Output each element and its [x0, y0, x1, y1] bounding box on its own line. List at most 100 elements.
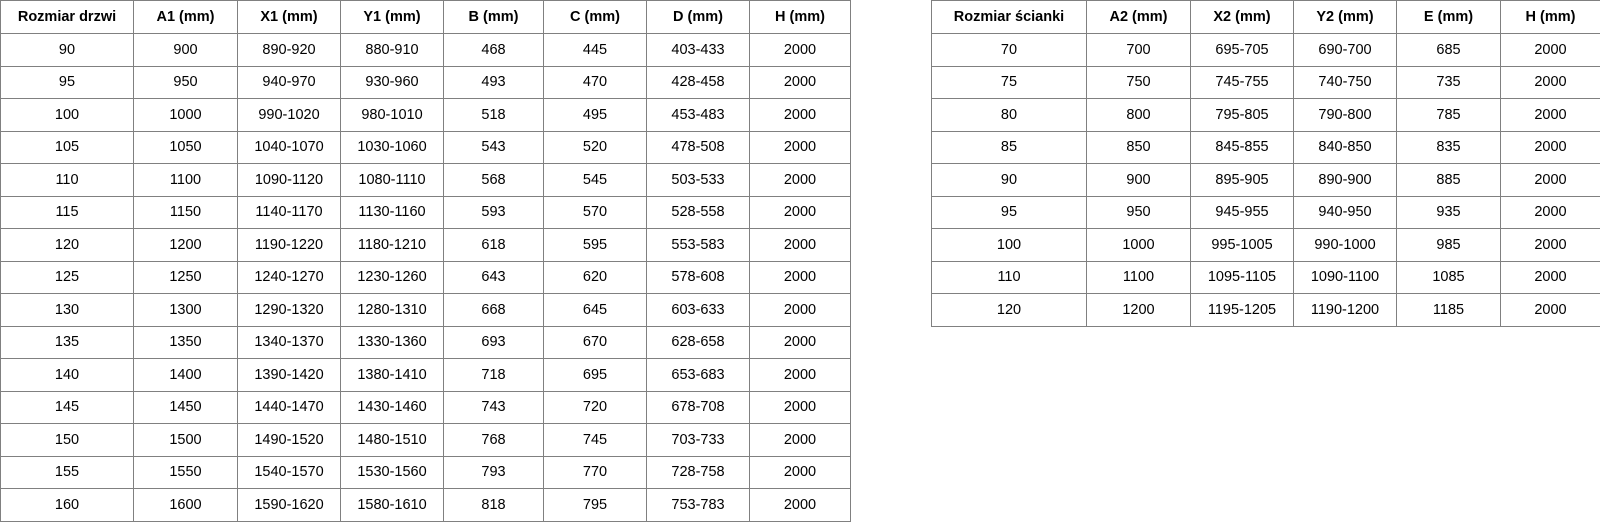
table-cell-r8-c5: 645	[544, 294, 647, 327]
table-cell-r0-c1: 700	[1087, 34, 1191, 67]
table-cell-r7-c2: 1240-1270	[238, 261, 341, 294]
table-cell-r1-c0: 95	[1, 66, 134, 99]
table-cell-r3-c6: 478-508	[647, 131, 750, 164]
table-cell-r6-c3: 1180-1210	[341, 229, 444, 262]
table-cell-r8-c2: 1195-1205	[1191, 294, 1294, 327]
table-cell-r2-c0: 80	[932, 99, 1087, 132]
table-cell-r8-c4: 668	[444, 294, 544, 327]
table-cell-r2-c1: 1000	[134, 99, 238, 132]
table-cell-r7-c1: 1250	[134, 261, 238, 294]
table-cell-r2-c1: 800	[1087, 99, 1191, 132]
table-cell-r8-c3: 1280-1310	[341, 294, 444, 327]
table-cell-r6-c2: 1190-1220	[238, 229, 341, 262]
table-cell-r7-c4: 1085	[1397, 261, 1501, 294]
table-cell-r6-c0: 120	[1, 229, 134, 262]
table-cell-r3-c1: 1050	[134, 131, 238, 164]
table-cell-r5-c3: 940-950	[1294, 196, 1397, 229]
table-cell-r10-c5: 695	[544, 359, 647, 392]
table-cell-r9-c2: 1340-1370	[238, 326, 341, 359]
table-cell-r3-c0: 85	[932, 131, 1087, 164]
table-cell-r6-c1: 1000	[1087, 229, 1191, 262]
table-cell-r9-c6: 628-658	[647, 326, 750, 359]
table-cell-r6-c7: 2000	[750, 229, 851, 262]
table-cell-r6-c4: 618	[444, 229, 544, 262]
table-cell-r5-c4: 935	[1397, 196, 1501, 229]
table-cell-r9-c0: 135	[1, 326, 134, 359]
table-cell-r2-c5: 495	[544, 99, 647, 132]
table-cell-r6-c1: 1200	[134, 229, 238, 262]
table-cell-r4-c3: 890-900	[1294, 164, 1397, 197]
table-cell-r14-c6: 753-783	[647, 489, 750, 522]
table-cell-r4-c7: 2000	[750, 164, 851, 197]
table-cell-r0-c5: 2000	[1501, 34, 1600, 67]
table-cell-r4-c2: 895-905	[1191, 164, 1294, 197]
column-header-1: A2 (mm)	[1087, 1, 1191, 34]
table-cell-r7-c5: 620	[544, 261, 647, 294]
table-cell-r14-c7: 2000	[750, 489, 851, 522]
table-cell-r7-c7: 2000	[750, 261, 851, 294]
table-cell-r7-c1: 1100	[1087, 261, 1191, 294]
table-cell-r10-c4: 718	[444, 359, 544, 392]
column-header-7: H (mm)	[750, 1, 851, 34]
table-cell-r4-c4: 885	[1397, 164, 1501, 197]
table-cell-r3-c2: 845-855	[1191, 131, 1294, 164]
table-cell-r9-c3: 1330-1360	[341, 326, 444, 359]
table-cell-r12-c6: 703-733	[647, 424, 750, 457]
table-cell-r0-c6: 403-433	[647, 34, 750, 67]
table-cell-r9-c7: 2000	[750, 326, 851, 359]
table-cell-r9-c4: 693	[444, 326, 544, 359]
table-cell-r0-c2: 890-920	[238, 34, 341, 67]
table-cell-r8-c6: 603-633	[647, 294, 750, 327]
table-cell-r14-c2: 1590-1620	[238, 489, 341, 522]
table-cell-r3-c4: 543	[444, 131, 544, 164]
table-cell-r2-c6: 453-483	[647, 99, 750, 132]
table-cell-r4-c5: 545	[544, 164, 647, 197]
table-cell-r10-c1: 1400	[134, 359, 238, 392]
table-cell-r1-c7: 2000	[750, 66, 851, 99]
table-cell-r8-c1: 1200	[1087, 294, 1191, 327]
column-header-2: X1 (mm)	[238, 1, 341, 34]
table-cell-r12-c1: 1500	[134, 424, 238, 457]
table-cell-r13-c2: 1540-1570	[238, 456, 341, 489]
table-cell-r9-c5: 670	[544, 326, 647, 359]
table-cell-r5-c2: 945-955	[1191, 196, 1294, 229]
table-cell-r1-c1: 750	[1087, 66, 1191, 99]
column-header-5: C (mm)	[544, 1, 647, 34]
table-cell-r13-c5: 770	[544, 456, 647, 489]
table-cell-r8-c7: 2000	[750, 294, 851, 327]
table-cell-r11-c6: 678-708	[647, 391, 750, 424]
table-cell-r4-c5: 2000	[1501, 164, 1600, 197]
table-cell-r3-c1: 850	[1087, 131, 1191, 164]
table-cell-r1-c5: 2000	[1501, 66, 1600, 99]
table-cell-r2-c3: 790-800	[1294, 99, 1397, 132]
table-cell-r0-c2: 695-705	[1191, 34, 1294, 67]
column-header-4: E (mm)	[1397, 1, 1501, 34]
table-cell-r4-c4: 568	[444, 164, 544, 197]
table-cell-r11-c0: 145	[1, 391, 134, 424]
table-cell-r5-c1: 950	[1087, 196, 1191, 229]
table-cell-r13-c3: 1530-1560	[341, 456, 444, 489]
table-cell-r6-c4: 985	[1397, 229, 1501, 262]
table-cell-r10-c2: 1390-1420	[238, 359, 341, 392]
table-cell-r14-c5: 795	[544, 489, 647, 522]
table-cell-r2-c0: 100	[1, 99, 134, 132]
table-cell-r10-c7: 2000	[750, 359, 851, 392]
table-cell-r7-c6: 578-608	[647, 261, 750, 294]
table-cell-r8-c1: 1300	[134, 294, 238, 327]
table-cell-r5-c7: 2000	[750, 196, 851, 229]
table-cell-r6-c2: 995-1005	[1191, 229, 1294, 262]
